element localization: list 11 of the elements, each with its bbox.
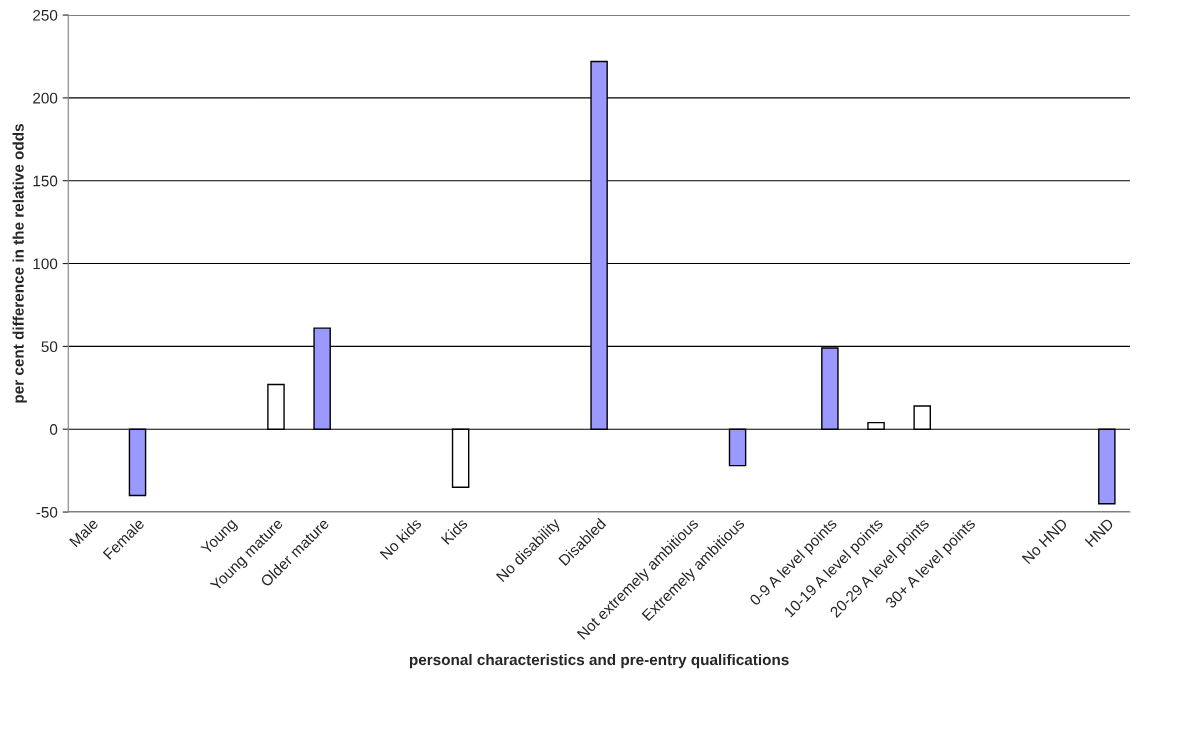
y-tick-label: 100	[33, 258, 58, 270]
x-tick-label: No kids	[379, 517, 422, 560]
x-axis-title: personal characteristics and pre-entry qualifications	[409, 653, 789, 669]
y-tick-label: -50	[36, 506, 58, 518]
y-tick-label: 250	[33, 9, 58, 21]
y-axis-title: per cent difference in the relative odds	[12, 124, 27, 403]
y-tick-label: 50	[41, 341, 58, 353]
y-tick-label: 150	[33, 175, 58, 187]
y-tick-label: 0	[49, 424, 58, 435]
y-tick-label: 200	[33, 92, 58, 104]
x-tick-label: Kids	[440, 517, 469, 545]
